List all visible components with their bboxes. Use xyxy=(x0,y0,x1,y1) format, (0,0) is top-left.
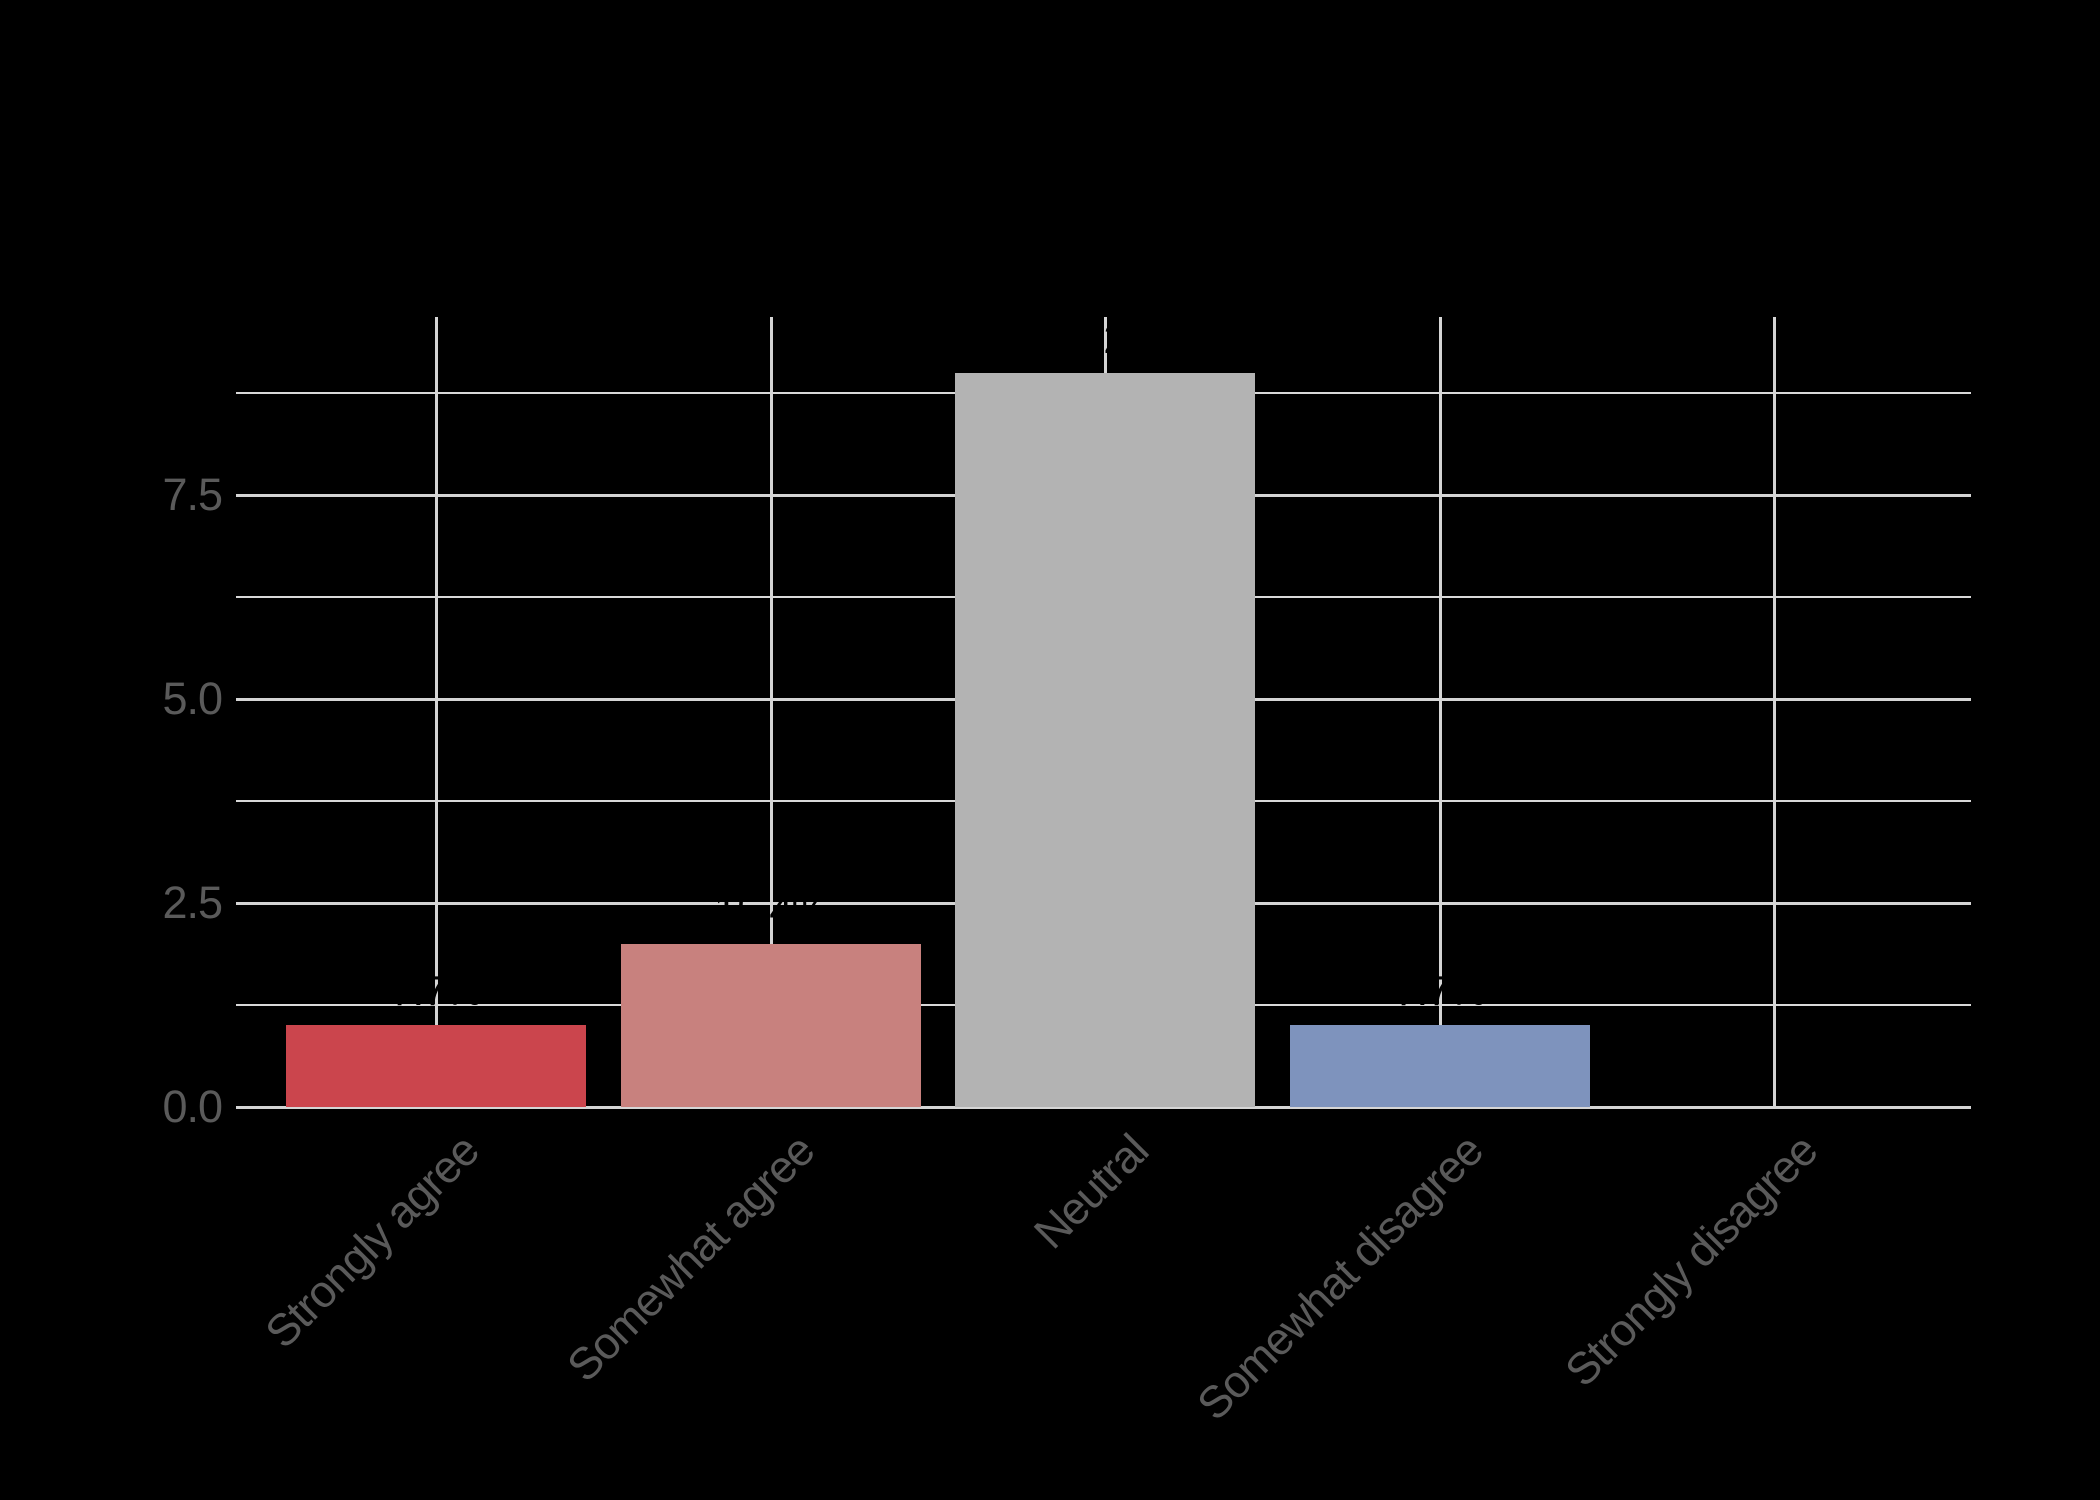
v-major-gridline xyxy=(1439,317,1442,1107)
bar-somewhat-disagree xyxy=(1290,1025,1590,1107)
h-major-gridline xyxy=(236,1106,1971,1109)
bar-strongly-agree xyxy=(286,1025,586,1107)
x-axis-tick-label: Neutral xyxy=(1023,1124,1158,1259)
v-major-gridline xyxy=(1773,317,1776,1107)
bar-percent-label: 7.7% xyxy=(1394,967,1487,1015)
y-axis-tick-label: 7.5 xyxy=(162,469,223,520)
bar-neutral xyxy=(955,372,1255,1107)
v-major-gridline xyxy=(435,317,438,1107)
x-axis-tick-label: Somewhat agree xyxy=(556,1124,824,1392)
y-axis-tick-label: 2.5 xyxy=(162,877,223,928)
x-axis-tick-label: Strongly disagree xyxy=(1554,1124,1827,1397)
bar-percent-label: 15.4% xyxy=(713,885,829,933)
bar-somewhat-agree xyxy=(621,943,921,1107)
bar-percent-label: 7.7% xyxy=(390,967,483,1015)
y-axis-tick-label: 5.0 xyxy=(162,673,223,724)
y-axis-tick-label: 0.0 xyxy=(162,1081,223,1132)
x-axis-tick-label: Strongly agree xyxy=(255,1124,489,1358)
x-axis-tick-label: Somewhat disagree xyxy=(1187,1124,1493,1430)
bar-percent-label: 69.2% xyxy=(1047,314,1163,362)
v-major-gridline xyxy=(770,317,773,1107)
